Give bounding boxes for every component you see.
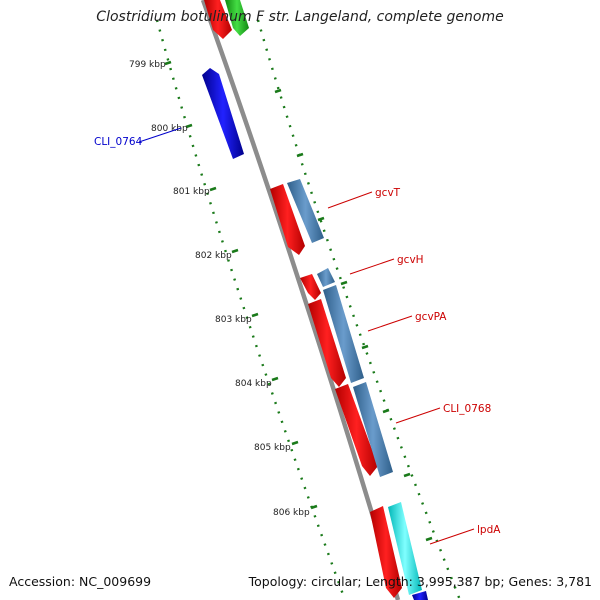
genome-summary-text: Topology: circular; Length: 3,995,387 bp… <box>248 574 592 589</box>
gene-red-top-partial[interactable] <box>204 0 232 39</box>
connector-gcvh <box>349 258 395 275</box>
tick-label: 802 kbp <box>195 251 232 261</box>
connector-lpda <box>429 528 475 545</box>
genome-backbone <box>200 0 401 600</box>
tick-labels: 799 kbp 800 kbp 801 kbp 802 kbp 803 kbp … <box>129 60 310 518</box>
tick-801 <box>209 186 217 192</box>
outer-tick-7 <box>403 472 411 478</box>
outer-tick-8 <box>425 536 433 542</box>
connector-cli-0768 <box>395 407 441 424</box>
gene-lpda[interactable] <box>370 506 402 598</box>
connector-gcvt <box>327 191 373 209</box>
map-title: Clostridium botulinum F str. Langeland, … <box>96 9 504 25</box>
inner-tick-ruler <box>155 19 347 600</box>
tick-804 <box>271 376 279 382</box>
gene-features <box>202 0 428 600</box>
gene-gcvpa[interactable] <box>308 299 346 387</box>
tick-label: 800 kbp <box>151 124 188 134</box>
accession-text: Accession: NC_009699 <box>9 574 152 589</box>
gene-green-top-partial[interactable] <box>225 0 249 36</box>
gene-gcvt[interactable] <box>270 184 305 255</box>
tick-label: 801 kbp <box>173 187 210 197</box>
tick-806 <box>310 504 318 510</box>
tick-803 <box>251 312 259 318</box>
gene-cli-0764[interactable] <box>202 68 244 159</box>
gene-label-cli-0768[interactable]: CLI_0768 <box>443 403 491 415</box>
tick-802 <box>231 248 239 254</box>
connector-gcvpa <box>367 315 413 332</box>
gene-gcvh[interactable] <box>300 274 321 300</box>
label-connectors <box>138 127 475 545</box>
outer-tick-1 <box>274 88 282 94</box>
gene-gcvh-steel[interactable] <box>317 268 335 287</box>
outer-major-ticks <box>274 88 433 542</box>
outer-tick-3 <box>317 216 325 222</box>
gene-lpda-cyan[interactable] <box>388 502 422 595</box>
tick-label: 805 kbp <box>254 443 291 453</box>
gene-label-gcvh[interactable]: gcvH <box>397 254 424 266</box>
gene-cli-0768-steel[interactable] <box>353 382 393 477</box>
gene-gcvt-steel[interactable] <box>287 179 324 243</box>
inner-major-ticks <box>164 60 318 510</box>
gene-label-cli-0764[interactable]: CLI_0764 <box>94 136 143 148</box>
gene-labels: CLI_0764 gcvT gcvH gcvPA CLI_0768 lpdA <box>94 136 501 536</box>
tick-label: 803 kbp <box>215 315 252 325</box>
tick-799 <box>164 60 172 66</box>
outer-tick-5 <box>361 344 369 350</box>
gene-label-lpda[interactable]: lpdA <box>477 524 501 536</box>
gene-cli-0768[interactable] <box>335 384 378 476</box>
connector-cli-0764 <box>138 127 182 143</box>
gene-blue-bottom-partial[interactable] <box>412 591 428 600</box>
tick-805 <box>291 440 299 446</box>
tick-label: 806 kbp <box>273 508 310 518</box>
gene-label-gcvt[interactable]: gcvT <box>375 187 401 199</box>
tick-label: 799 kbp <box>129 60 166 70</box>
outer-tick-6 <box>382 408 390 414</box>
gene-label-gcvpa[interactable]: gcvPA <box>415 311 447 323</box>
outer-tick-2 <box>296 152 304 158</box>
outer-tick-4 <box>340 280 348 286</box>
gene-gcvpa-steel[interactable] <box>323 285 364 383</box>
tick-label: 804 kbp <box>235 379 272 389</box>
tick-800 <box>185 123 193 129</box>
